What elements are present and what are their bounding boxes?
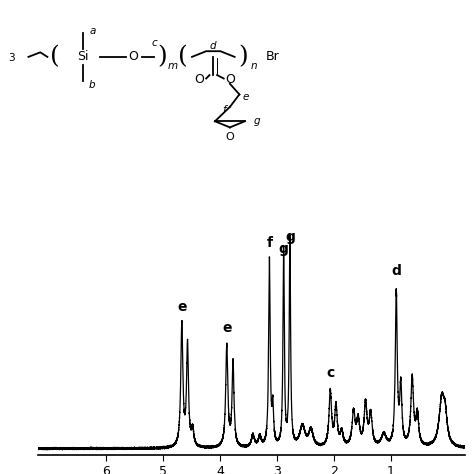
Text: c: c [326, 366, 335, 380]
Text: d: d [210, 40, 217, 51]
Text: g: g [254, 116, 260, 126]
Text: f: f [222, 105, 226, 115]
Text: O: O [129, 50, 138, 64]
Text: O: O [194, 73, 204, 86]
Text: m: m [168, 61, 178, 71]
Text: ): ) [157, 46, 167, 68]
Text: (: ( [50, 46, 59, 68]
Text: g: g [285, 230, 295, 244]
Text: a: a [89, 26, 96, 36]
Text: (: ( [178, 46, 187, 68]
Text: ): ) [238, 46, 247, 68]
Text: d: d [392, 264, 401, 278]
Text: g: g [279, 243, 289, 256]
Text: Si: Si [77, 50, 89, 64]
Text: c: c [151, 38, 157, 48]
Text: e: e [222, 321, 231, 336]
Text: $_3$: $_3$ [8, 49, 16, 64]
Text: e: e [177, 300, 187, 314]
Text: O: O [226, 132, 234, 142]
Text: Br: Br [265, 50, 280, 64]
Text: e: e [242, 91, 249, 102]
Text: f: f [266, 236, 273, 250]
Text: O: O [225, 73, 235, 86]
Text: b: b [89, 80, 96, 91]
Text: n: n [250, 61, 257, 71]
